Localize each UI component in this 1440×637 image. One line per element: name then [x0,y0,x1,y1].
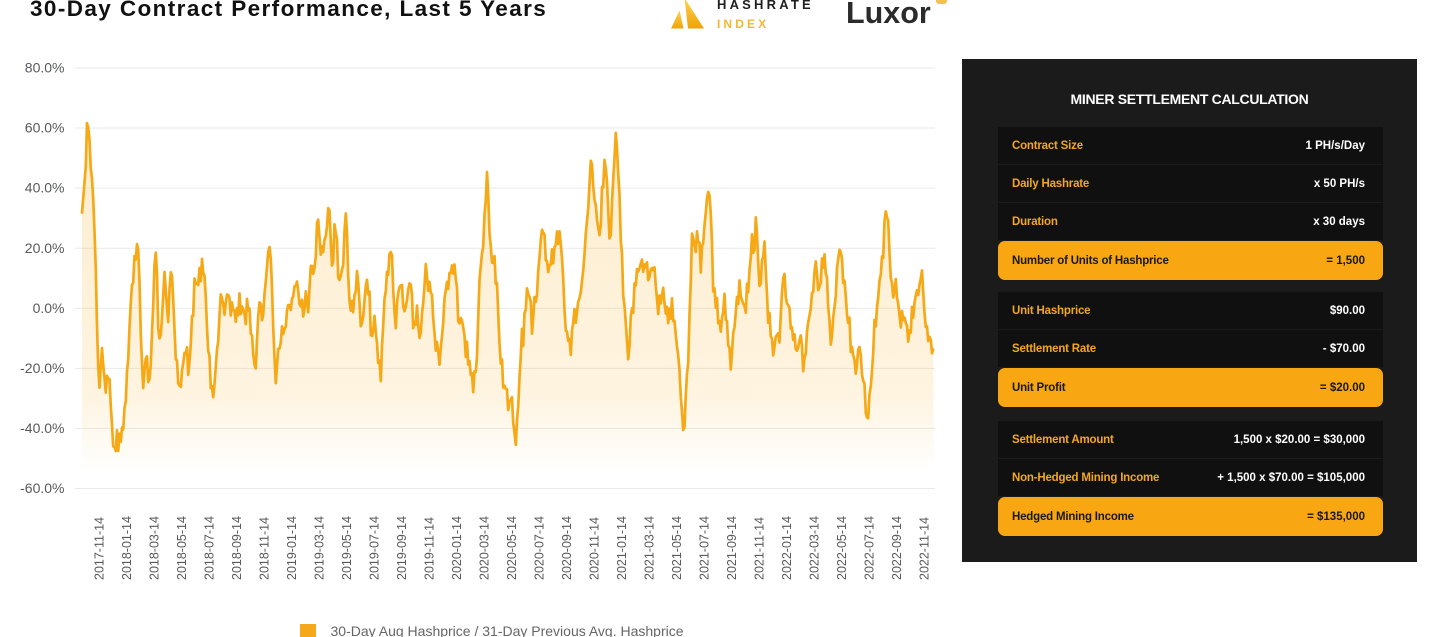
svg-text:2020-11-14: 2020-11-14 [587,517,601,580]
svg-text:0.0%: 0.0% [33,300,65,316]
svg-text:2021-07-14: 2021-07-14 [697,516,711,580]
svg-text:2021-05-14: 2021-05-14 [670,516,684,580]
svg-text:2022-07-14: 2022-07-14 [862,516,876,580]
svg-text:2022-05-14: 2022-05-14 [835,516,849,580]
svg-text:2022-09-14: 2022-09-14 [890,516,904,580]
svg-text:2022-01-14: 2022-01-14 [780,516,794,580]
svg-text:2019-05-14: 2019-05-14 [340,516,354,580]
svg-text:2021-11-14: 2021-11-14 [752,517,766,580]
svg-text:2017-11-14: 2017-11-14 [92,517,106,580]
svg-text:-20.0%: -20.0% [20,360,64,376]
svg-text:2018-05-14: 2018-05-14 [175,516,189,580]
svg-text:-40.0%: -40.0% [20,420,64,436]
svg-text:2020-03-14: 2020-03-14 [477,516,491,580]
svg-text:2020-07-14: 2020-07-14 [532,516,546,580]
svg-text:2020-01-14: 2020-01-14 [450,516,464,580]
svg-text:2018-03-14: 2018-03-14 [147,516,161,580]
svg-text:2021-09-14: 2021-09-14 [725,516,739,580]
svg-text:2019-11-14: 2019-11-14 [422,517,436,580]
svg-text:2022-11-14: 2022-11-14 [917,517,931,580]
svg-text:2018-09-14: 2018-09-14 [230,516,244,580]
svg-text:40.0%: 40.0% [25,180,65,196]
svg-text:80.0%: 80.0% [25,60,65,76]
svg-text:2020-09-14: 2020-09-14 [560,516,574,580]
svg-text:2018-11-14: 2018-11-14 [257,517,271,580]
svg-text:2019-09-14: 2019-09-14 [395,516,409,580]
svg-text:2018-01-14: 2018-01-14 [120,516,134,580]
svg-text:2019-03-14: 2019-03-14 [312,516,326,580]
svg-text:20.0%: 20.0% [25,240,65,256]
svg-text:2019-01-14: 2019-01-14 [285,516,299,580]
svg-text:2022-03-14: 2022-03-14 [807,516,821,580]
svg-text:2020-05-14: 2020-05-14 [505,516,519,580]
svg-text:2021-03-14: 2021-03-14 [642,516,656,580]
svg-text:2018-07-14: 2018-07-14 [202,516,216,580]
svg-text:2021-01-14: 2021-01-14 [615,516,629,580]
svg-text:2019-07-14: 2019-07-14 [367,516,381,580]
svg-text:-60.0%: -60.0% [20,480,64,496]
svg-text:60.0%: 60.0% [25,120,65,136]
